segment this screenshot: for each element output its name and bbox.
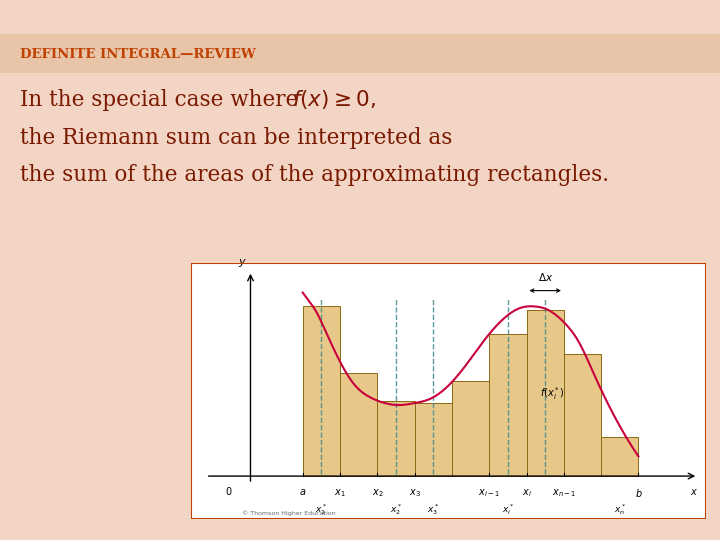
Text: $b$: $b$ — [634, 487, 642, 499]
Text: $x_i$: $x_i$ — [521, 487, 531, 499]
Text: $x_3^*$: $x_3^*$ — [427, 502, 439, 517]
Bar — [526, 310, 564, 476]
Text: $f(x) \geq 0,$: $f(x) \geq 0,$ — [292, 89, 376, 111]
Text: $x_1$: $x_1$ — [334, 487, 346, 499]
Bar — [302, 306, 340, 476]
Bar — [452, 381, 489, 476]
Text: $\Delta x$: $\Delta x$ — [538, 271, 553, 283]
Text: $a$: $a$ — [299, 487, 307, 497]
Bar — [191, 263, 706, 519]
Text: $x_3$: $x_3$ — [409, 487, 420, 499]
Bar — [601, 437, 639, 476]
Text: 0: 0 — [225, 487, 231, 497]
Text: $x_i^*$: $x_i^*$ — [502, 502, 514, 517]
Text: $x$: $x$ — [690, 487, 698, 497]
Text: $x_n^*$: $x_n^*$ — [613, 502, 626, 517]
Bar — [415, 403, 452, 476]
Text: $y$: $y$ — [238, 257, 247, 269]
Bar — [489, 334, 526, 476]
Text: $x_{n-1}$: $x_{n-1}$ — [552, 487, 576, 499]
Text: DEFINITE INTEGRAL—REVIEW: DEFINITE INTEGRAL—REVIEW — [20, 48, 256, 60]
Bar — [377, 401, 415, 476]
Text: the Riemann sum can be interpreted as: the Riemann sum can be interpreted as — [20, 127, 453, 148]
Text: In the special case where: In the special case where — [20, 89, 305, 111]
Text: $x_1^*$: $x_1^*$ — [315, 502, 328, 517]
Text: $x_{i-1}$: $x_{i-1}$ — [478, 487, 500, 499]
Text: the sum of the areas of the approximating rectangles.: the sum of the areas of the approximatin… — [20, 165, 609, 186]
Bar — [340, 374, 377, 476]
Bar — [564, 354, 601, 476]
Text: © Thomson Higher Education: © Thomson Higher Education — [241, 510, 335, 516]
Text: $f(x_i^*)$: $f(x_i^*)$ — [540, 385, 564, 402]
Text: $x_2$: $x_2$ — [372, 487, 383, 499]
Text: $x_2^*$: $x_2^*$ — [390, 502, 402, 517]
